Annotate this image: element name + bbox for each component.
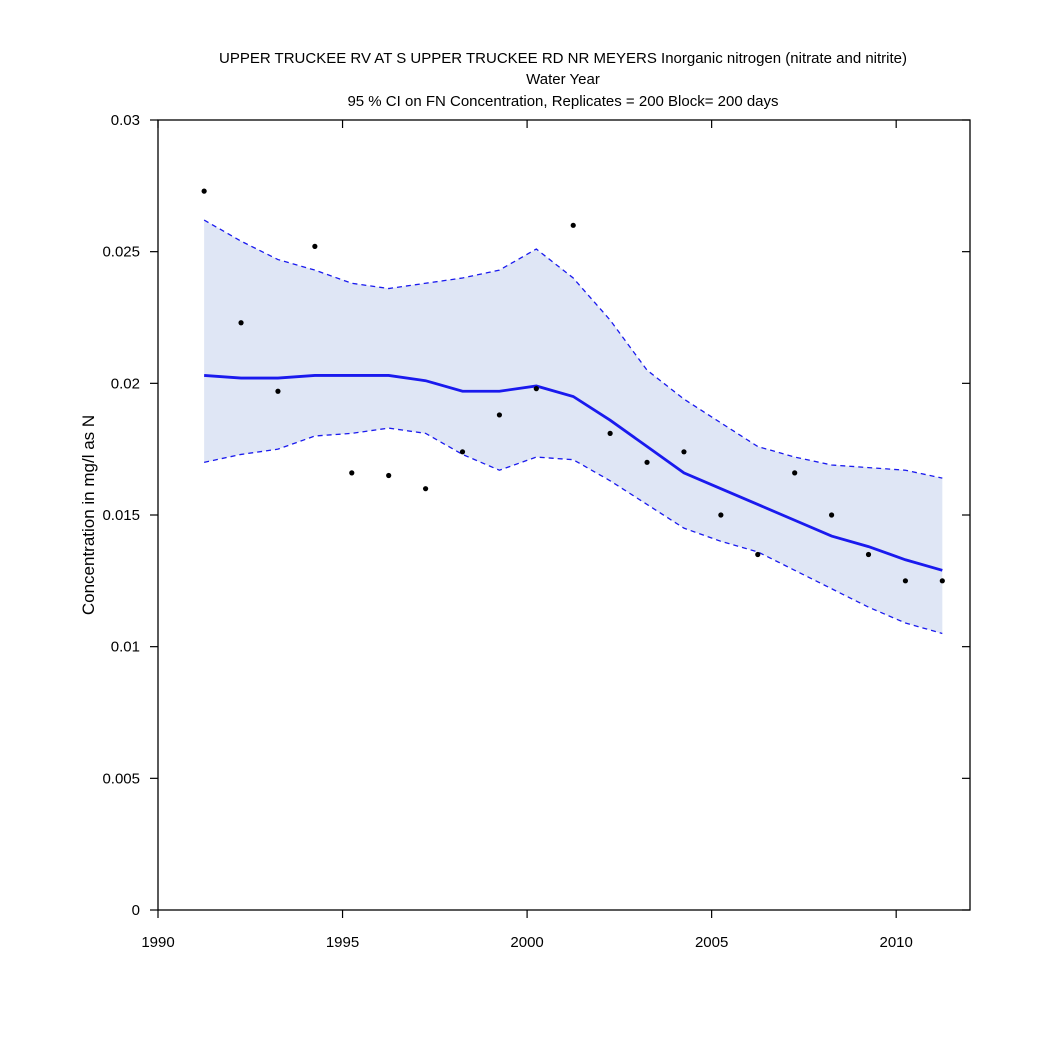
title-line-3: 95 % CI on FN Concentration, Replicates … <box>347 93 778 110</box>
data-point <box>275 388 281 394</box>
y-tick-label: 0.005 <box>102 770 140 787</box>
title-line-1: UPPER TRUCKEE RV AT S UPPER TRUCKEE RD N… <box>219 50 907 67</box>
data-point <box>459 449 466 455</box>
y-tick-label: 0 <box>132 902 140 919</box>
y-axis-label: Concentration in mg/l as N <box>79 415 98 615</box>
data-point <box>570 222 576 228</box>
x-tick-label: 1990 <box>141 934 174 951</box>
data-point <box>312 243 318 249</box>
data-point <box>238 320 244 326</box>
data-point <box>828 512 835 518</box>
data-point <box>902 578 909 584</box>
data-point <box>792 470 798 476</box>
y-tick-label: 0.03 <box>111 112 140 129</box>
title-line-2: Water Year <box>526 71 600 88</box>
y-axis: 0 0.005 0.01 0.015 0.02 0.025 0.03 <box>102 112 970 919</box>
data-point <box>422 486 429 492</box>
data-point <box>681 449 687 455</box>
data-point <box>533 386 539 392</box>
x-axis: 1990 1995 2000 2005 2010 <box>141 120 913 951</box>
observed-points <box>201 188 945 584</box>
y-tick-label: 0.02 <box>111 375 140 392</box>
data-point <box>644 459 650 465</box>
chart-title: UPPER TRUCKEE RV AT S UPPER TRUCKEE RD N… <box>219 50 907 110</box>
x-tick-label: 2005 <box>695 934 728 951</box>
data-point <box>755 551 761 558</box>
x-tick-label: 2000 <box>510 934 543 951</box>
data-point <box>865 551 872 558</box>
y-tick-label: 0.015 <box>102 507 140 524</box>
x-tick-label: 1995 <box>326 934 359 951</box>
data-point <box>939 578 945 584</box>
data-point <box>496 412 503 418</box>
fn-concentration-line <box>204 374 943 572</box>
ci-lower-line <box>204 427 943 635</box>
ci-band-area <box>204 220 943 634</box>
data-point <box>201 188 207 194</box>
ci-upper-line <box>203 219 943 479</box>
data-point <box>386 472 392 479</box>
fn-concentration-series <box>203 219 943 635</box>
y-tick-label: 0.025 <box>102 244 140 261</box>
x-tick-label: 2010 <box>879 934 912 951</box>
data-point <box>718 512 724 518</box>
data-point <box>607 430 613 436</box>
confidence-band <box>204 220 943 634</box>
y-tick-label: 0.01 <box>111 639 140 656</box>
data-point <box>349 470 355 476</box>
